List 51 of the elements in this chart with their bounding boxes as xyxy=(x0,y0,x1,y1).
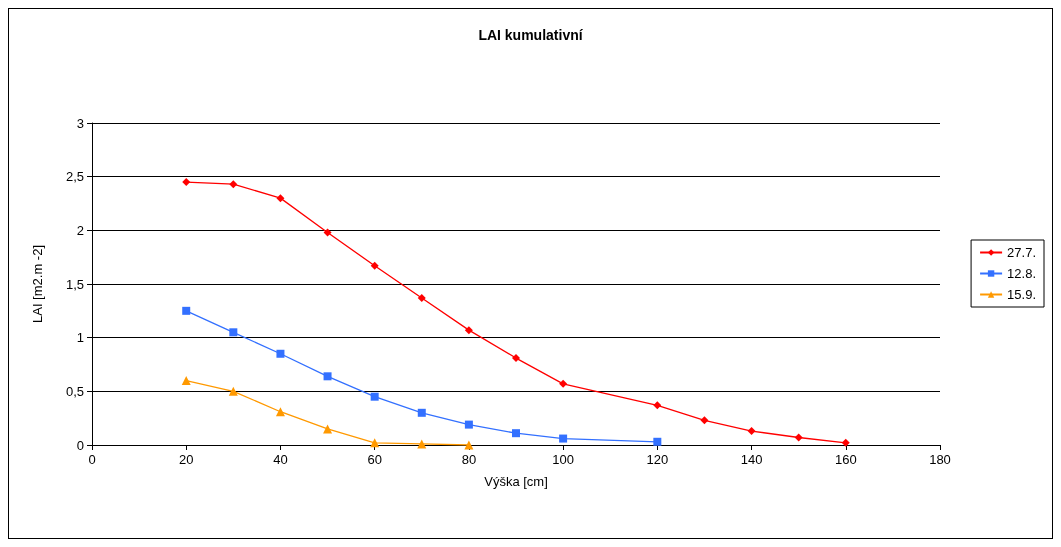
point xyxy=(512,354,520,363)
point xyxy=(464,420,473,429)
chart-title: LAI kumulativní xyxy=(478,27,584,43)
point xyxy=(841,438,850,447)
x-axis-title: Výška [cm] xyxy=(484,474,548,489)
point xyxy=(276,194,285,203)
point xyxy=(370,261,379,270)
y-tick-label: 0 xyxy=(76,437,84,453)
x-tick-label: 40 xyxy=(273,452,288,467)
point xyxy=(417,293,426,302)
x-tick-label: 80 xyxy=(461,452,477,467)
point xyxy=(464,326,473,335)
point xyxy=(275,407,285,417)
y-axis-title: LAI [m2.m -2] xyxy=(30,244,45,324)
point xyxy=(747,427,756,436)
point xyxy=(229,180,238,189)
point xyxy=(323,372,332,381)
legend-label: 12.8. xyxy=(1007,266,1037,281)
point xyxy=(182,178,191,187)
x-tick-label: 140 xyxy=(740,452,763,467)
point xyxy=(464,440,474,450)
point xyxy=(700,416,709,425)
x-tick-label: 180 xyxy=(929,452,951,467)
point xyxy=(653,401,662,410)
point xyxy=(228,386,238,396)
point xyxy=(794,433,803,442)
y-tick-label: 2 xyxy=(76,222,84,238)
point xyxy=(370,392,379,401)
point xyxy=(559,434,568,443)
point xyxy=(653,437,662,446)
y-tick-label: 2,5 xyxy=(65,169,84,185)
x-tick-label: 100 xyxy=(552,452,574,467)
y-tick-label: 1,5 xyxy=(65,276,84,292)
point xyxy=(559,379,568,388)
x-tick-label: 20 xyxy=(178,452,194,467)
x-tick-label: 0 xyxy=(88,452,96,467)
point xyxy=(229,328,238,337)
x-tick-label: 160 xyxy=(834,452,857,467)
y-tick-label: 0,5 xyxy=(65,383,84,399)
point xyxy=(323,228,332,237)
point xyxy=(276,349,285,358)
y-tick-label: 1 xyxy=(76,330,84,346)
x-tick-label: 120 xyxy=(646,452,669,467)
legend-label: 27.7. xyxy=(1007,245,1037,260)
legend-label: 15.9. xyxy=(1007,287,1037,302)
point xyxy=(182,306,191,315)
y-tick-label: 3 xyxy=(76,115,84,131)
x-tick-label: 60 xyxy=(367,452,382,467)
point xyxy=(512,429,520,438)
point xyxy=(323,424,333,434)
point xyxy=(417,408,426,417)
